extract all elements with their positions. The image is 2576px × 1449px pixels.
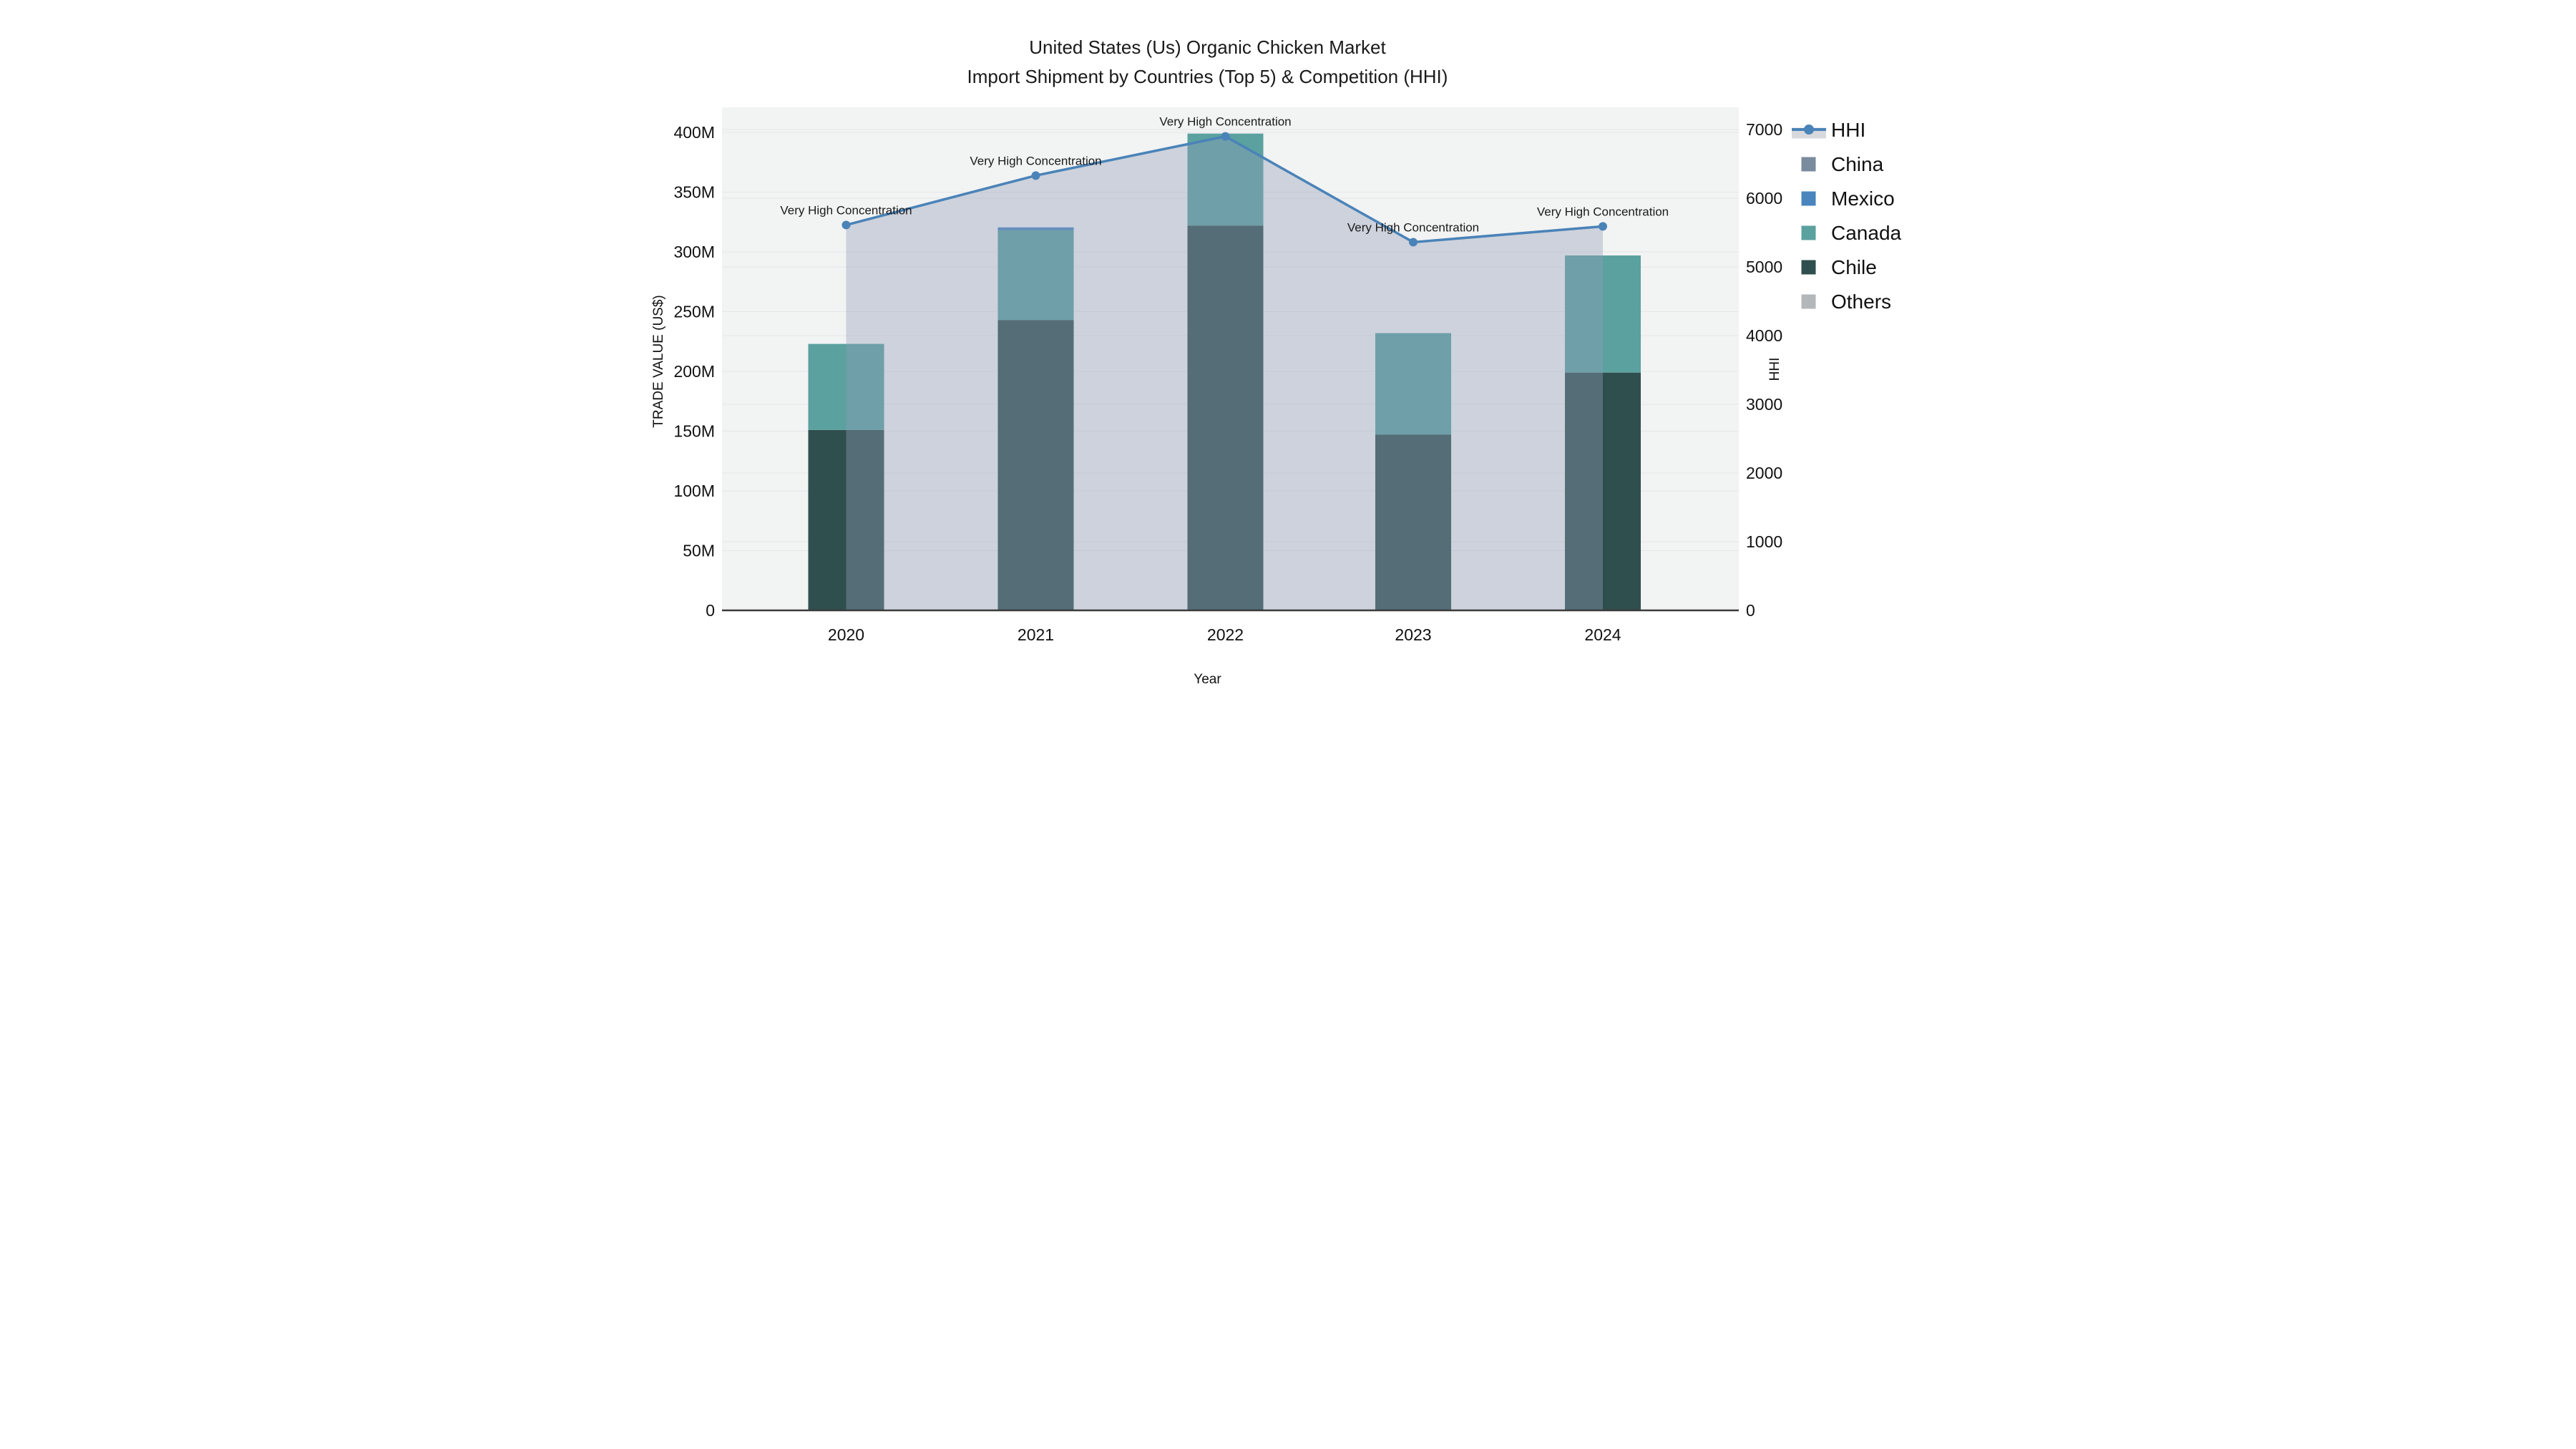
x-tick-2020: 2020 — [828, 625, 864, 644]
legend-swatch-china — [1801, 157, 1816, 172]
figure: Very High Concentration Very High Concent… — [644, 0, 1932, 725]
bar-segment-canada-2020 — [808, 343, 884, 430]
legend-swatch-mexico — [1801, 191, 1816, 206]
right-tick-4000: 4000 — [1746, 326, 1782, 345]
legend-item-mexico: Mexico — [1801, 187, 1895, 210]
left-tick-100M: 100M — [673, 482, 715, 500]
bar-segment-chile-2021 — [997, 320, 1074, 610]
legend-swatch-chile — [1801, 260, 1816, 275]
legend-label-others: Others — [1831, 291, 1891, 313]
x-tick-2024: 2024 — [1584, 625, 1621, 644]
legend-item-china: China — [1801, 153, 1884, 175]
bar-segment-chile-2020 — [808, 429, 884, 610]
stacked-bars — [808, 133, 1641, 610]
hhi-marker-2020 — [841, 220, 851, 230]
hhi-marker-2021 — [1031, 171, 1040, 180]
legend-swatch-others — [1801, 294, 1816, 309]
chart-title-line2: Import Shipment by Countries (Top 5) & C… — [967, 66, 1448, 87]
hhi-marker-2022 — [1221, 132, 1230, 141]
axes-and-ticks: 0 50M 100M 150M 200M 250M 300M 350M 400M 0 1000 200… — [673, 120, 1782, 644]
left-tick-50M: 50M — [683, 542, 715, 560]
left-y-axis-title: TRADE VALUE (US$) — [651, 295, 666, 427]
annotation-2024: Very High Concentration — [1537, 205, 1669, 218]
annotation-2020: Very High Concentration — [780, 203, 912, 217]
hhi-marker-2023 — [1409, 238, 1418, 247]
bar-segment-canada-2023 — [1375, 333, 1451, 435]
bar-segment-chile-2022 — [1187, 225, 1264, 610]
right-tick-1000: 1000 — [1746, 532, 1782, 551]
legend-hhi-marker — [1804, 125, 1814, 135]
x-axis-title: Year — [1194, 672, 1221, 687]
x-tick-2021: 2021 — [1018, 625, 1054, 644]
legend-item-canada: Canada — [1801, 222, 1902, 244]
right-tick-6000: 6000 — [1746, 189, 1782, 208]
right-tick-0: 0 — [1746, 601, 1755, 620]
right-tick-2000: 2000 — [1746, 464, 1782, 482]
left-tick-400M: 400M — [673, 123, 715, 142]
left-tick-300M: 300M — [673, 243, 715, 261]
legend-label-hhi: HHI — [1831, 119, 1865, 141]
legend-label-mexico: Mexico — [1831, 187, 1895, 210]
annotation-2021: Very High Concentration — [970, 154, 1101, 167]
legend: HHI China Mexico Canada Chile Others — [1792, 119, 1902, 313]
bar-segment-canada-2021 — [997, 230, 1074, 321]
legend-item-hhi: HHI — [1792, 119, 1865, 141]
right-tick-3000: 3000 — [1746, 395, 1782, 414]
legend-item-chile: Chile — [1801, 256, 1877, 278]
bar-segment-canada-2022 — [1187, 133, 1264, 226]
legend-label-canada: Canada — [1831, 222, 1902, 244]
x-tick-2023: 2023 — [1395, 625, 1431, 644]
bar-segment-canada-2024 — [1565, 255, 1641, 373]
legend-label-china: China — [1831, 153, 1884, 175]
left-tick-200M: 200M — [673, 362, 715, 381]
hhi-line-series — [841, 132, 1607, 247]
hhi-area-polygon — [846, 136, 1603, 611]
right-y-axis-title: HHI — [1767, 358, 1782, 381]
bar-segment-mexico-2021 — [997, 227, 1074, 230]
hhi-area-fill — [846, 136, 1603, 611]
left-tick-350M: 350M — [673, 183, 715, 202]
x-tick-2022: 2022 — [1207, 625, 1244, 644]
right-tick-7000: 7000 — [1746, 120, 1782, 139]
right-tick-5000: 5000 — [1746, 258, 1782, 276]
point-annotations: Very High Concentration Very High Concent… — [780, 115, 1669, 235]
legend-item-others: Others — [1801, 291, 1891, 313]
annotation-2022: Very High Concentration — [1159, 115, 1291, 129]
left-tick-250M: 250M — [673, 303, 715, 321]
bar-segment-chile-2024 — [1565, 372, 1641, 610]
hhi-marker-2024 — [1599, 222, 1607, 231]
annotation-2023: Very High Concentration — [1347, 220, 1479, 234]
chart-title-line1: United States (Us) Organic Chicken Marke… — [1029, 36, 1386, 58]
legend-swatch-canada — [1801, 225, 1816, 240]
legend-label-chile: Chile — [1831, 256, 1877, 278]
left-tick-150M: 150M — [673, 422, 715, 441]
organic-chicken-market-chart: Very High Concentration Very High Concent… — [644, 0, 1932, 725]
left-tick-0: 0 — [706, 601, 715, 620]
bar-segment-chile-2023 — [1375, 434, 1451, 610]
